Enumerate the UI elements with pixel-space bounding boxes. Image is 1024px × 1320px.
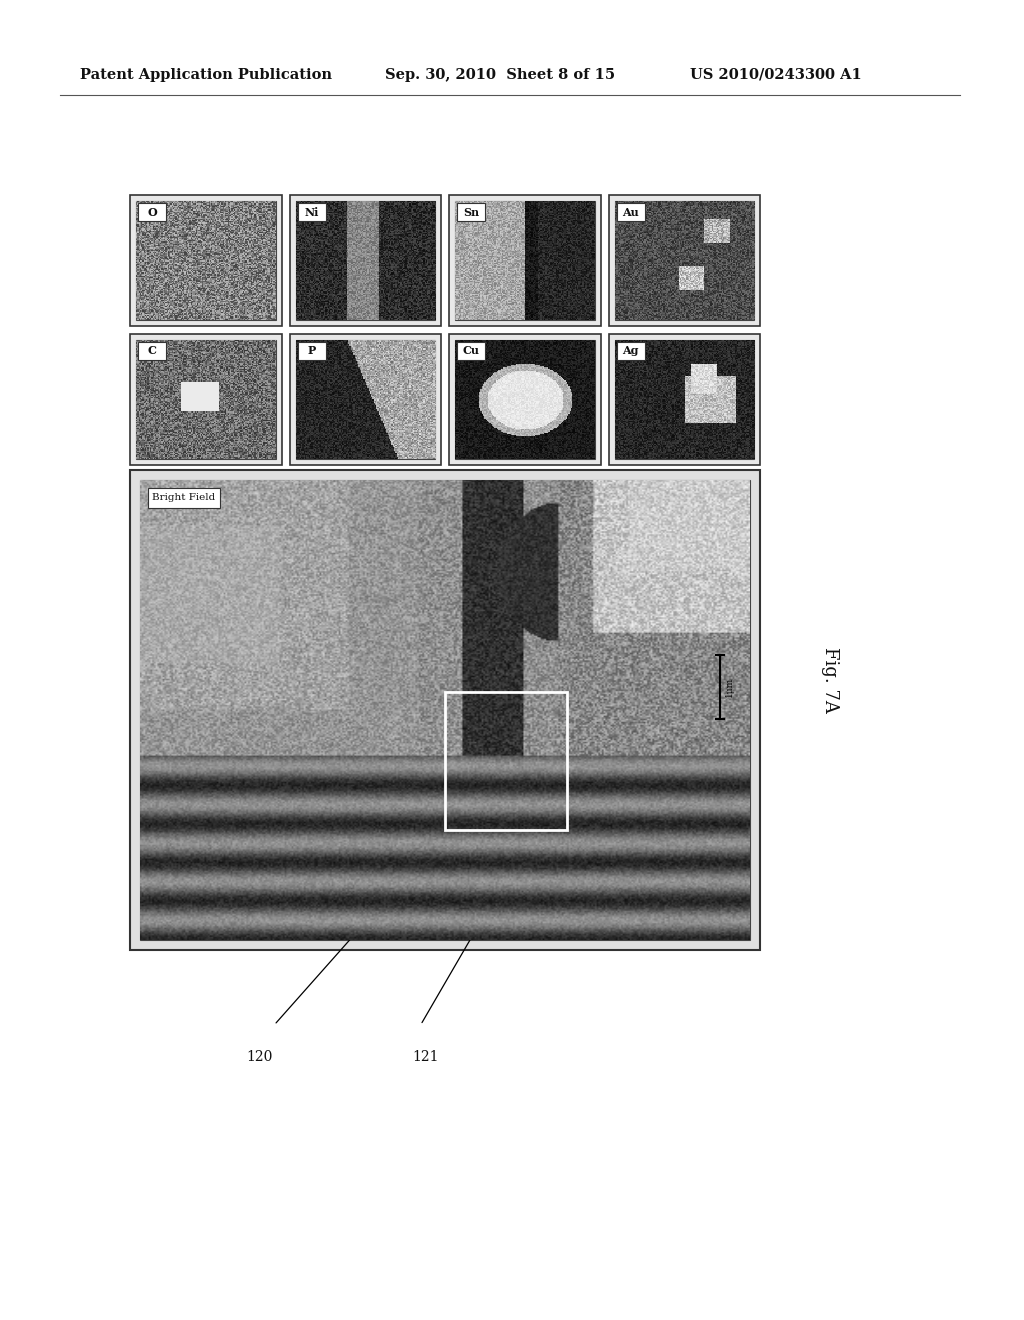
Bar <box>449 334 600 465</box>
Bar <box>130 195 282 326</box>
Bar <box>298 342 326 360</box>
Bar <box>296 201 435 319</box>
Bar <box>138 203 166 220</box>
Bar <box>614 201 754 319</box>
Bar <box>445 692 567 829</box>
Text: Ni: Ni <box>304 206 318 218</box>
Text: 120: 120 <box>246 1049 272 1064</box>
Bar <box>614 341 754 459</box>
Text: 1μm: 1μm <box>725 677 734 697</box>
Bar <box>136 341 275 459</box>
Text: Sn: Sn <box>463 206 479 218</box>
Text: Ni: Ni <box>304 206 318 218</box>
Text: US 2010/0243300 A1: US 2010/0243300 A1 <box>690 69 862 82</box>
Bar <box>130 470 760 950</box>
Text: Ag: Ag <box>623 346 639 356</box>
Bar <box>455 201 595 319</box>
Bar <box>457 203 485 220</box>
Text: Fig. 7A: Fig. 7A <box>821 647 839 713</box>
Bar <box>608 195 760 326</box>
Text: Au: Au <box>623 206 639 218</box>
Text: O: O <box>147 206 157 218</box>
Text: C: C <box>147 346 157 356</box>
Bar <box>457 342 485 360</box>
Text: Bright Field: Bright Field <box>153 494 216 503</box>
Bar <box>138 203 166 220</box>
Text: 121: 121 <box>413 1049 439 1064</box>
Bar <box>457 342 485 360</box>
Text: Sep. 30, 2010  Sheet 8 of 15: Sep. 30, 2010 Sheet 8 of 15 <box>385 69 615 82</box>
Text: P: P <box>307 346 315 356</box>
Bar <box>298 203 326 220</box>
Text: Cu: Cu <box>463 346 479 356</box>
Bar <box>138 342 166 360</box>
Bar <box>130 334 282 465</box>
Bar <box>138 342 166 360</box>
Text: C: C <box>147 346 157 356</box>
Bar <box>296 341 435 459</box>
Bar <box>457 203 485 220</box>
Bar <box>298 203 326 220</box>
Bar <box>455 341 595 459</box>
Text: P: P <box>307 346 315 356</box>
Text: Sn: Sn <box>463 206 479 218</box>
Bar <box>290 195 441 326</box>
Bar <box>616 342 644 360</box>
Text: Ag: Ag <box>623 346 639 356</box>
Bar <box>298 342 326 360</box>
Bar <box>136 201 275 319</box>
Bar <box>616 203 644 220</box>
Text: Cu: Cu <box>463 346 479 356</box>
Bar <box>616 342 644 360</box>
Text: O: O <box>147 206 157 218</box>
Bar <box>616 203 644 220</box>
Text: Au: Au <box>623 206 639 218</box>
Bar <box>449 195 600 326</box>
Text: Patent Application Publication: Patent Application Publication <box>80 69 332 82</box>
Bar <box>608 334 760 465</box>
Bar <box>290 334 441 465</box>
Bar <box>140 480 750 940</box>
Bar <box>148 488 220 508</box>
